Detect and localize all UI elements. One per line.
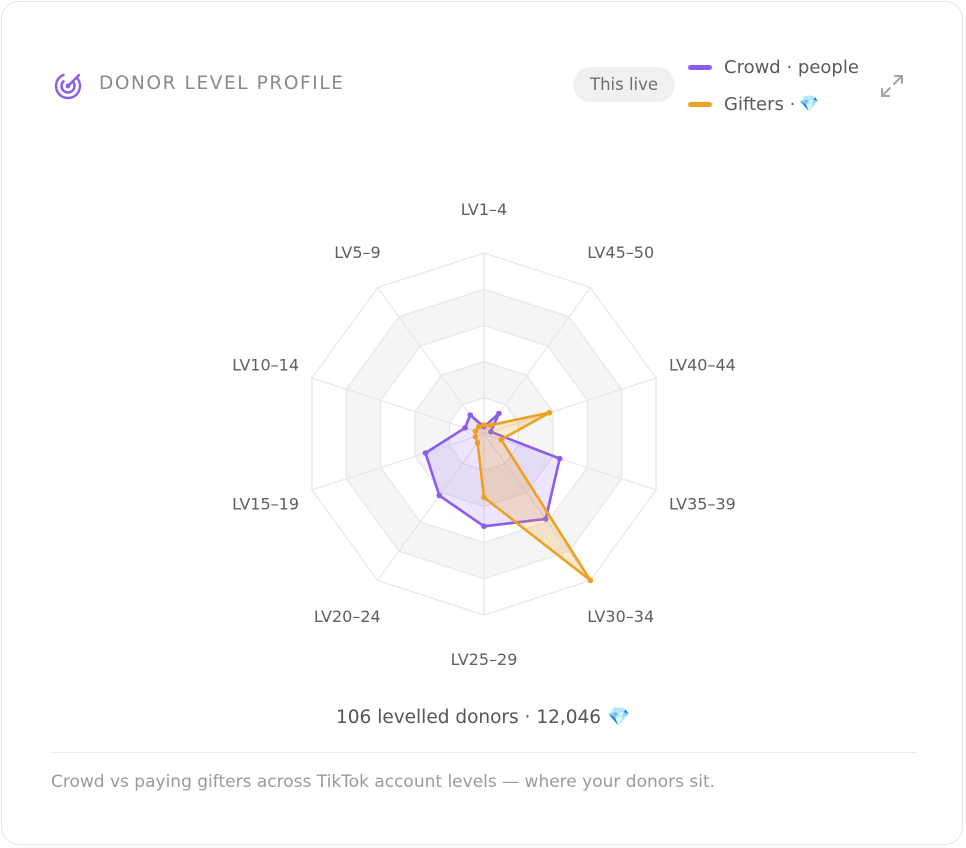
radar-point-gifters xyxy=(487,422,494,429)
divider xyxy=(50,752,916,753)
radar-spoke xyxy=(311,377,485,435)
radar-point-crowd xyxy=(467,412,474,418)
radar-point-gifters xyxy=(481,422,487,428)
radar-point-crowd xyxy=(488,429,494,435)
radar-axis-label: LV5–9 xyxy=(334,243,380,262)
summary-line: 106 levelled donors · 12,046 💎 xyxy=(0,706,966,728)
legend-label-crowd: Crowd · people xyxy=(724,56,859,78)
radar-axis-label: LV15–19 xyxy=(232,495,299,514)
legend-label-gifters: Gifters · xyxy=(724,93,796,115)
radar-point-crowd xyxy=(422,450,429,456)
radar-axis-label: LV20–24 xyxy=(314,607,381,626)
radar-spoke xyxy=(483,433,591,581)
legend-swatch-crowd xyxy=(688,64,712,70)
radar-axis-label: LV25–29 xyxy=(451,650,518,669)
radar-icon xyxy=(54,72,82,100)
radar-axis-label: LV45–50 xyxy=(587,243,654,262)
radar-spoke xyxy=(377,433,485,581)
radar-axis-label: LV40–44 xyxy=(669,356,736,375)
legend-item-gifters[interactable]: Gifters · 💎 xyxy=(688,92,819,116)
radar-spoke xyxy=(311,433,485,491)
summary-text: 106 levelled donors · 12,046 xyxy=(336,707,602,728)
radar-point-gifters xyxy=(472,428,479,435)
radar-point-crowd xyxy=(436,492,443,499)
card-title: DONOR LEVEL PROFILE xyxy=(99,73,345,94)
radar-point-gifters xyxy=(472,434,479,440)
radar-point-gifters xyxy=(587,577,594,584)
diamond-icon: 💎 xyxy=(606,707,630,728)
footnote: Crowd vs paying gifters across TikTok ac… xyxy=(51,772,716,792)
radar-point-gifters xyxy=(481,494,487,501)
radar-point-gifters xyxy=(475,423,482,430)
radar-point-gifters xyxy=(474,440,481,446)
radar-axis-label: LV10–14 xyxy=(232,356,299,375)
radar-point-crowd xyxy=(481,523,487,530)
radar-point-crowd xyxy=(496,410,502,417)
diamond-icon: 💎 xyxy=(799,94,820,113)
radar-axis-label: LV35–39 xyxy=(669,495,736,514)
radar-point-gifters xyxy=(546,409,553,416)
radar-point-crowd xyxy=(556,455,563,462)
radar-axis-label: LV30–34 xyxy=(587,607,654,626)
radar-spoke xyxy=(377,287,485,435)
legend-swatch-gifters xyxy=(688,101,712,107)
radar-spoke xyxy=(483,287,591,435)
legend-item-crowd[interactable]: Crowd · people xyxy=(688,55,859,79)
radar-point-crowd xyxy=(462,425,468,431)
radar-point-gifters xyxy=(498,436,505,443)
radar-axis-label: LV1–4 xyxy=(461,200,507,219)
radar-spoke xyxy=(483,433,657,491)
scope-pill-this-live[interactable]: This live xyxy=(573,67,676,102)
radar-point-crowd xyxy=(542,516,549,522)
radar-spoke xyxy=(483,377,657,435)
expand-icon[interactable] xyxy=(878,72,906,100)
